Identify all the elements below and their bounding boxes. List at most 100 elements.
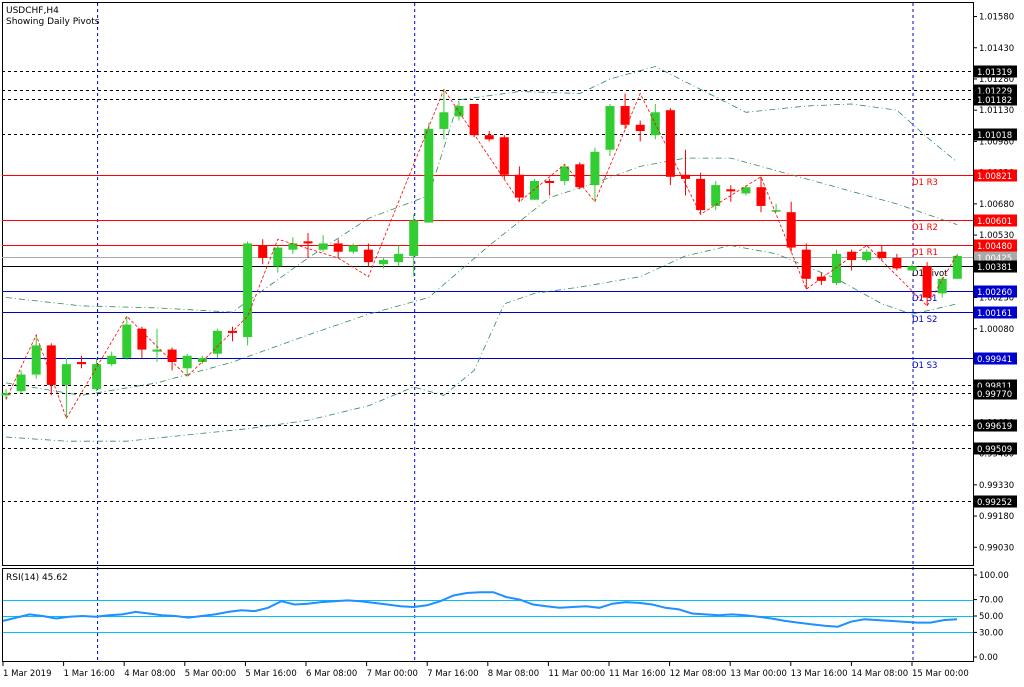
x-tick-label: 1 Mar 2019 bbox=[3, 669, 51, 679]
bearish-candle bbox=[469, 103, 479, 136]
price-level-label: 0.99770 bbox=[977, 390, 1012, 400]
bearish-candle bbox=[635, 124, 645, 132]
bearish-candle bbox=[333, 243, 343, 252]
pivot-price-label: 1.00381 bbox=[977, 263, 1012, 273]
y-tick-label: 1.00980 bbox=[979, 137, 1014, 147]
price-level-tag bbox=[974, 387, 1017, 400]
price-level-tag bbox=[974, 128, 1017, 141]
rsi-line bbox=[2, 591, 958, 628]
bullish-candle bbox=[379, 260, 388, 265]
bollinger-middle-band bbox=[5, 157, 958, 396]
price-level-tag bbox=[974, 65, 1017, 78]
current-price-label: 1.00425 bbox=[977, 254, 1012, 264]
bearish-candle bbox=[545, 180, 555, 184]
pivot-price-tag bbox=[974, 239, 1017, 252]
bullish-candle bbox=[107, 355, 117, 365]
bullish-candle bbox=[288, 243, 298, 250]
bearish-candle bbox=[499, 137, 509, 175]
bearish-candle bbox=[575, 164, 585, 188]
bullish-candle bbox=[318, 243, 328, 250]
pivot-price-tag bbox=[974, 285, 1017, 298]
bullish-candle bbox=[439, 112, 449, 129]
rsi-title: RSI(14) 45.62 bbox=[6, 573, 68, 583]
bearish-candle bbox=[892, 257, 902, 269]
pivot-name-label: D1 S1 bbox=[912, 294, 937, 304]
x-tick-label: 1 Mar 16:00 bbox=[64, 669, 115, 679]
rsi-tick-label: 0.00 bbox=[979, 653, 998, 663]
y-tick-label: 1.00230 bbox=[979, 294, 1014, 304]
bearish-candle bbox=[756, 187, 766, 206]
y-tick-label: 0.99180 bbox=[979, 512, 1014, 522]
pivot-price-tag bbox=[974, 169, 1017, 182]
bearish-candle bbox=[816, 276, 826, 281]
y-tick-label: 1.01580 bbox=[979, 13, 1014, 23]
bearish-candle bbox=[137, 328, 147, 350]
rsi-tick-label: 70.00 bbox=[979, 596, 1003, 606]
price-level-label: 1.01229 bbox=[977, 87, 1012, 97]
zigzag-line bbox=[5, 88, 958, 420]
pivot-price-tag bbox=[974, 306, 1017, 319]
y-tick-label: 1.01280 bbox=[979, 75, 1014, 85]
x-tick-label: 11 Mar 00:00 bbox=[548, 669, 605, 679]
bullish-candle bbox=[122, 324, 132, 358]
pivot-price-tag bbox=[974, 352, 1017, 365]
price-level-label: 0.99252 bbox=[977, 498, 1012, 508]
bearish-candle bbox=[363, 249, 373, 263]
bearish-candle bbox=[167, 349, 177, 363]
bullish-candle bbox=[1, 393, 11, 396]
bearish-candle bbox=[46, 345, 56, 385]
price-level-label: 0.99509 bbox=[977, 445, 1012, 455]
bearish-candle bbox=[77, 362, 86, 365]
bullish-candle bbox=[16, 374, 26, 392]
bullish-candle bbox=[862, 251, 872, 261]
pivot-price-tag bbox=[974, 260, 1017, 273]
bullish-candle bbox=[741, 187, 751, 194]
pivot-name-label: D1 R2 bbox=[912, 223, 938, 233]
indicator-subtitle: Showing Daily Pivots bbox=[6, 17, 100, 27]
bearish-candle bbox=[681, 174, 690, 179]
x-tick-label: 13 Mar 16:00 bbox=[791, 669, 848, 679]
price-panel-frame bbox=[2, 2, 974, 566]
y-tick-label: 0.99330 bbox=[979, 481, 1014, 491]
pivot-price-label: 1.00260 bbox=[977, 288, 1012, 298]
y-tick-label: 0.99480 bbox=[979, 450, 1014, 460]
bullish-candle bbox=[832, 253, 841, 283]
bullish-candle bbox=[530, 180, 539, 200]
bullish-candle bbox=[31, 345, 41, 375]
price-level-label: 1.01182 bbox=[977, 96, 1012, 106]
bearish-candle bbox=[514, 174, 524, 198]
pivot-name-label: D1 S2 bbox=[912, 315, 937, 325]
y-tick-label: 1.01130 bbox=[979, 106, 1014, 116]
bullish-candle bbox=[61, 364, 71, 385]
pivot-price-label: 0.99941 bbox=[977, 355, 1012, 365]
bullish-candle bbox=[907, 266, 917, 271]
pivot-price-label: 1.00480 bbox=[977, 242, 1012, 252]
bullish-candle bbox=[771, 210, 781, 212]
pivot-name-label: D1 R3 bbox=[912, 178, 938, 188]
bullish-candle bbox=[243, 243, 253, 338]
x-tick-label: 6 Mar 08:00 bbox=[306, 669, 357, 679]
bullish-candle bbox=[424, 128, 434, 223]
price-level-tag bbox=[974, 419, 1017, 432]
price-panel: 1.01580 1.01430 1.01280 1.01130 1.00980 1.008… bbox=[1, 3, 1017, 661]
y-tick-label: 0.99030 bbox=[979, 543, 1014, 553]
bullish-candle bbox=[560, 166, 570, 181]
y-tick-label: 1.00680 bbox=[979, 200, 1014, 210]
bearish-candle bbox=[786, 212, 796, 248]
pivot-price-label: 1.00601 bbox=[977, 217, 1012, 227]
price-level-label: 0.99619 bbox=[977, 422, 1012, 432]
bullish-candle bbox=[182, 355, 192, 369]
rsi-tick-label: 30.00 bbox=[979, 628, 1003, 638]
x-tick-label: 13 Mar 00:00 bbox=[730, 669, 787, 679]
bullish-candle bbox=[937, 278, 947, 294]
bullish-candle bbox=[952, 255, 962, 279]
bullish-candle bbox=[197, 357, 207, 363]
pivot-name-label: D1 R1 bbox=[912, 248, 938, 258]
bearish-candle bbox=[665, 110, 675, 177]
symbol-title: USDCHF,H4 bbox=[6, 6, 59, 16]
price-level-label: 1.01319 bbox=[977, 68, 1012, 78]
bearish-candle bbox=[847, 251, 857, 261]
bullish-candle bbox=[605, 106, 615, 150]
x-tick-label: 14 Mar 08:00 bbox=[851, 669, 908, 679]
